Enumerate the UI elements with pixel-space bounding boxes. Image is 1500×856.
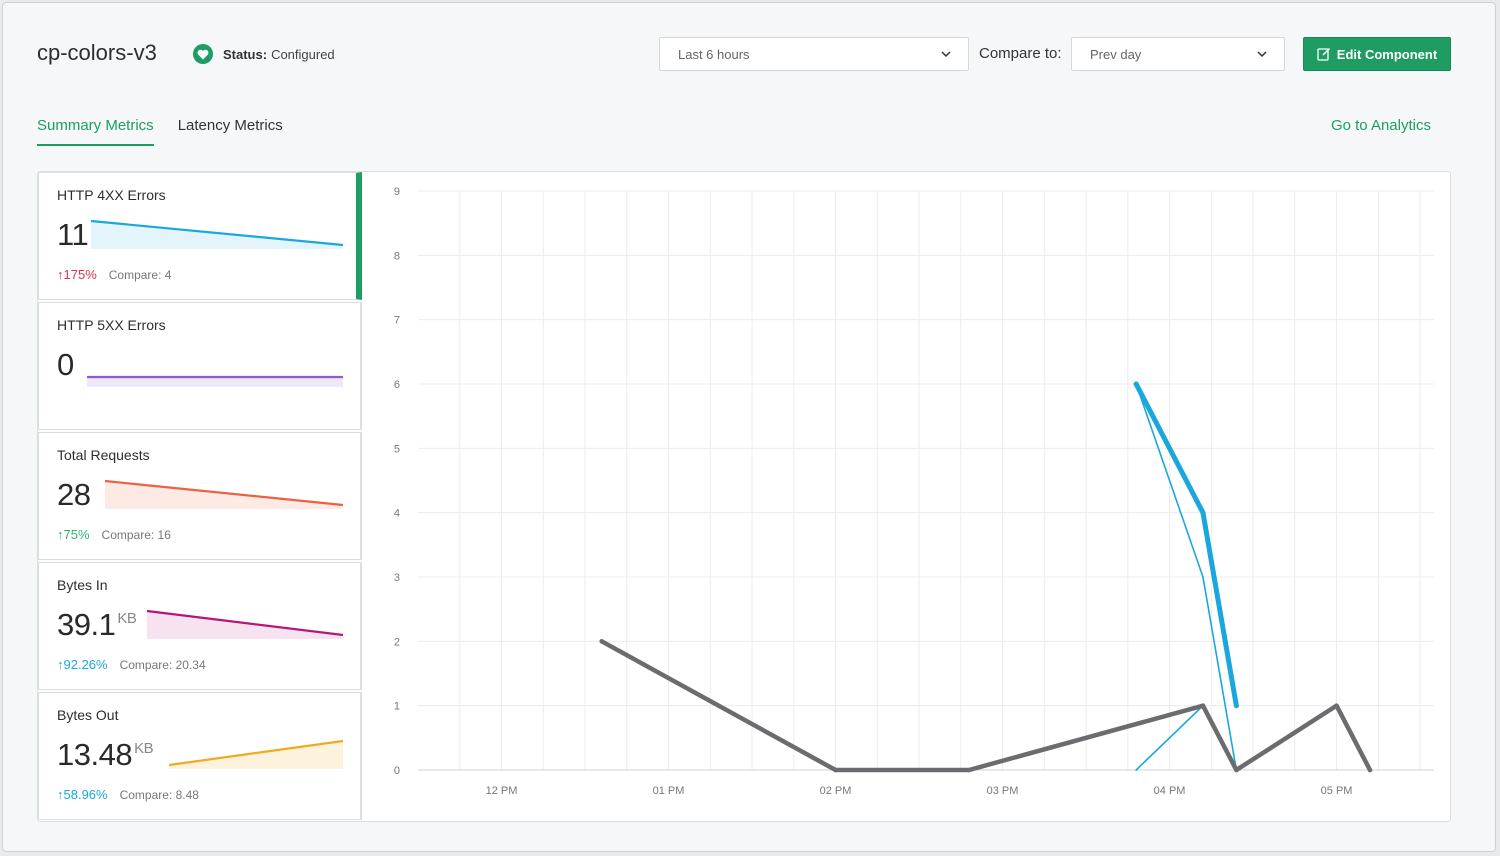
metric-card-total-requests[interactable]: Total Requests 28 ↑75% Compare: 16 bbox=[38, 432, 362, 560]
sparkline bbox=[147, 609, 343, 639]
metric-title: Bytes In bbox=[57, 577, 108, 593]
compare-select[interactable]: Prev day bbox=[1071, 37, 1285, 71]
sparkline-area bbox=[87, 377, 343, 387]
metric-title: Total Requests bbox=[57, 447, 150, 463]
sparkline-line bbox=[105, 479, 343, 507]
series-point bbox=[1233, 703, 1239, 709]
metric-value: 28 bbox=[57, 477, 91, 512]
sparkline-line bbox=[147, 609, 343, 637]
y-tick-label: 8 bbox=[394, 250, 400, 262]
metrics-panel: HTTP 4XX Errors 11 ↑175% Compare: 4 HTTP 5XX… bbox=[37, 171, 1451, 822]
metric-title: HTTP 4XX Errors bbox=[57, 187, 166, 203]
header: cp-colors-v3 Status: Configured Last 6 h… bbox=[37, 37, 1451, 73]
metric-value: 13.48 KB bbox=[57, 737, 154, 772]
time-range-value: Last 6 hours bbox=[678, 46, 750, 62]
sparkline bbox=[169, 739, 343, 769]
x-tick-label: 05 PM bbox=[1321, 785, 1353, 797]
metric-card-http-4xx-errors[interactable]: HTTP 4XX Errors 11 ↑175% Compare: 4 bbox=[38, 172, 362, 300]
compare-value: Prev day bbox=[1090, 46, 1142, 62]
x-tick-label: 04 PM bbox=[1154, 785, 1186, 797]
metric-value: 39.1 KB bbox=[57, 607, 137, 642]
series-point bbox=[1135, 383, 1137, 385]
y-tick-label: 3 bbox=[394, 572, 400, 584]
compare-value: Compare: 8.48 bbox=[119, 787, 199, 802]
status-value: Configured bbox=[271, 46, 335, 62]
y-tick-label: 0 bbox=[394, 765, 400, 777]
arrow-up-icon: ↑ bbox=[57, 787, 64, 802]
series-point bbox=[1135, 769, 1137, 771]
y-tick-label: 1 bbox=[394, 701, 400, 713]
metric-card-bytes-out[interactable]: Bytes Out 13.48 KB ↑58.96% Compare: 8.48 bbox=[38, 692, 362, 820]
time-range-select[interactable]: Last 6 hours bbox=[659, 37, 969, 71]
metric-compare-row: ↑92.26% Compare: 20.34 bbox=[57, 657, 206, 672]
y-tick-label: 2 bbox=[394, 636, 400, 648]
arrow-up-icon: ↑ bbox=[57, 267, 64, 282]
chevron-down-icon bbox=[1257, 51, 1267, 58]
line-chart: 0 1 2 3 4 5 6 7 8 9 12 PM 01 PM 02 PM 03 PM 04 PM 05 PM bbox=[394, 186, 1434, 797]
y-tick-label: 7 bbox=[394, 315, 400, 327]
compare-label: Compare to: bbox=[979, 45, 1062, 62]
metric-value: 0 bbox=[57, 347, 74, 382]
go-to-analytics-link[interactable]: Go to Analytics bbox=[1330, 117, 1431, 134]
edit-component-label: Edit Component bbox=[1336, 46, 1438, 62]
compare-value: Compare: 16 bbox=[101, 527, 171, 542]
compare-value: Compare: 4 bbox=[108, 267, 172, 282]
x-tick-label: 03 PM bbox=[987, 785, 1019, 797]
sparkline bbox=[91, 219, 343, 249]
series-point bbox=[1200, 703, 1206, 708]
page-title: cp-colors-v3 bbox=[37, 40, 157, 65]
metric-title: HTTP 5XX Errors bbox=[57, 317, 166, 333]
series-point bbox=[1200, 510, 1206, 516]
series-line-0 bbox=[1133, 381, 1239, 709]
status-label: Status: bbox=[223, 46, 268, 62]
y-tick-label: 9 bbox=[394, 186, 400, 198]
change-percent: ↑75% bbox=[57, 527, 90, 542]
metric-compare-row: ↑75% Compare: 16 bbox=[57, 527, 171, 542]
status-indicator: Status: Configured bbox=[193, 44, 335, 64]
y-tick-label: 6 bbox=[394, 379, 400, 391]
series-point bbox=[1234, 767, 1239, 773]
sparkline-line bbox=[91, 219, 343, 247]
sparkline-line bbox=[169, 739, 343, 767]
tab-latency-metrics[interactable]: Latency Metrics bbox=[177, 117, 283, 134]
sparkline bbox=[87, 375, 343, 387]
chevron-down-icon bbox=[941, 51, 951, 58]
metric-compare-row: ↑175% Compare: 4 bbox=[57, 267, 171, 282]
heart-icon bbox=[193, 44, 213, 64]
x-tick-label: 01 PM bbox=[653, 785, 685, 797]
edit-icon bbox=[1317, 47, 1330, 61]
edit-component-button[interactable]: Edit Component bbox=[1303, 37, 1451, 71]
metrics-tabs: Summary Metrics Latency Metrics bbox=[37, 117, 307, 146]
arrow-up-icon: ↑ bbox=[57, 657, 64, 672]
metric-cards: HTTP 4XX Errors 11 ↑175% Compare: 4 HTTP 5XX… bbox=[38, 172, 363, 822]
metric-unit: KB bbox=[117, 610, 137, 627]
series-point bbox=[599, 639, 604, 644]
tab-summary-metrics[interactable]: Summary Metrics bbox=[37, 117, 154, 146]
sparkline bbox=[105, 479, 343, 509]
series-point bbox=[1334, 703, 1339, 708]
change-percent: ↑175% bbox=[57, 267, 97, 282]
metric-title: Bytes Out bbox=[57, 707, 119, 723]
metric-compare-row: ↑58.96% Compare: 8.48 bbox=[57, 787, 199, 802]
change-percent: ↑92.26% bbox=[57, 657, 108, 672]
metric-unit: KB bbox=[134, 740, 154, 757]
x-tick-label: 02 PM bbox=[820, 785, 852, 797]
metric-card-bytes-in[interactable]: Bytes In 39.1 KB ↑92.26% Compare: 20.34 bbox=[38, 562, 362, 690]
arrow-up-icon: ↑ bbox=[57, 527, 64, 542]
compare-value: Compare: 20.34 bbox=[119, 657, 206, 672]
metric-value: 11 bbox=[57, 217, 89, 252]
metric-chart: 0 1 2 3 4 5 6 7 8 9 12 PM 01 PM 02 PM 03 PM 04 PM 05 PM bbox=[363, 172, 1451, 822]
series-point bbox=[1202, 576, 1204, 578]
series-point bbox=[966, 767, 972, 773]
x-tick-label: 12 PM bbox=[486, 785, 518, 797]
y-tick-label: 4 bbox=[394, 508, 400, 520]
series-point bbox=[1367, 767, 1373, 773]
metric-card-http-5xx-errors[interactable]: HTTP 5XX Errors 0 bbox=[38, 302, 362, 430]
change-percent: ↑58.96% bbox=[57, 787, 108, 802]
series-point bbox=[833, 767, 838, 773]
y-tick-label: 5 bbox=[394, 443, 400, 455]
